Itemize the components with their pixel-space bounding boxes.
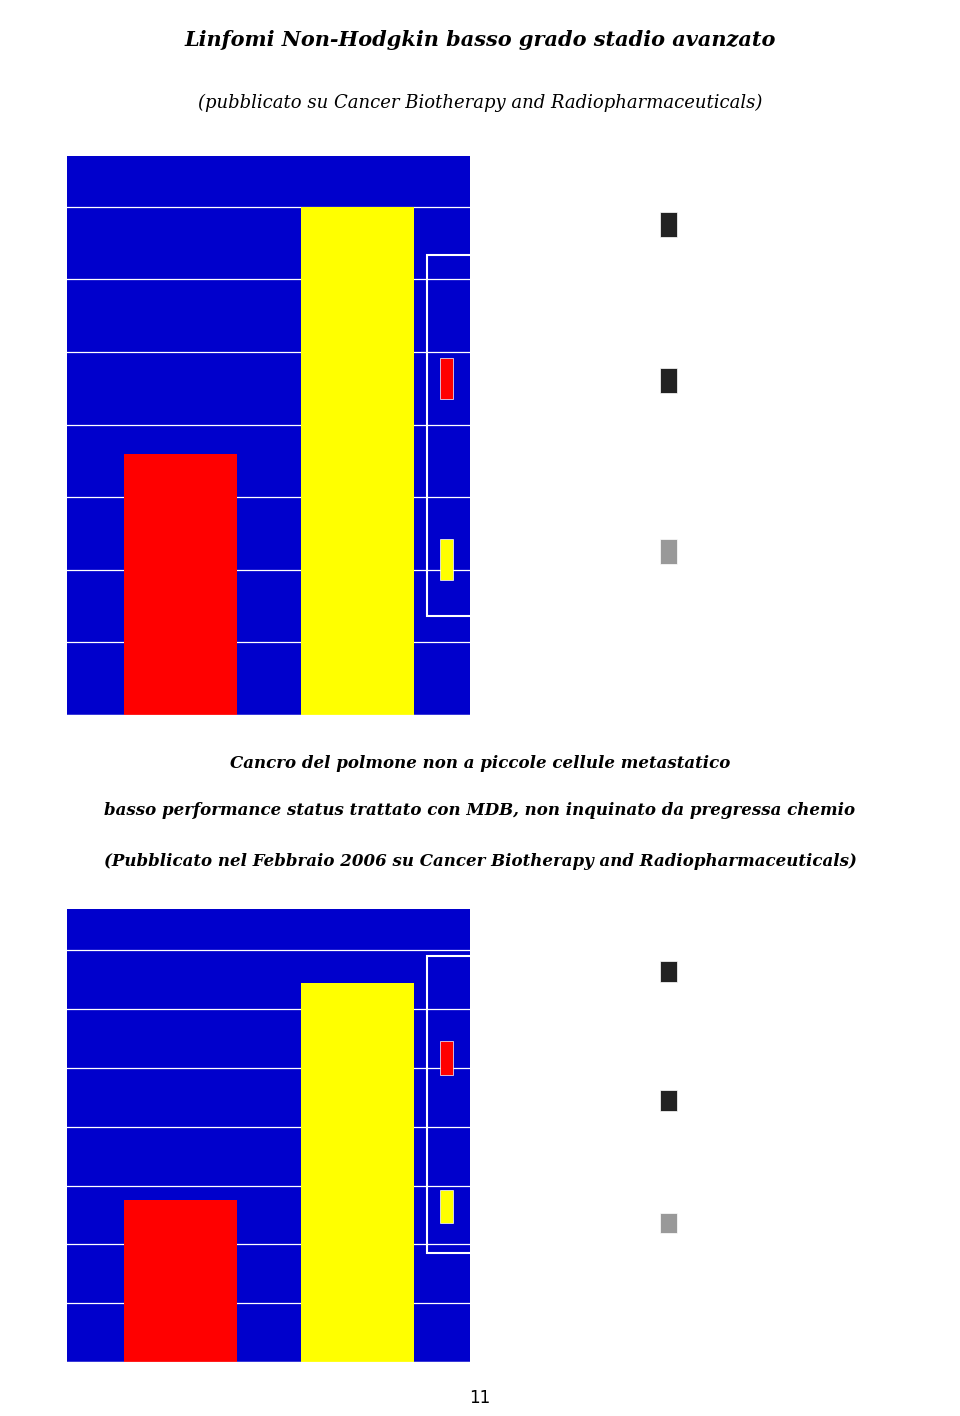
Text: (pubblicato su Cancer Biotherapy and Radiopharmaceuticals): (pubblicato su Cancer Biotherapy and Rad… <box>198 93 762 112</box>
Text: Mediana di riferimento: Mediana di riferimento <box>700 510 852 523</box>
Text: sopravviven
za senza
MDB (mesi): sopravviven za senza MDB (mesi) <box>470 1025 571 1075</box>
Bar <box>301 715 414 721</box>
Text: (Pubblicato nel Febbraio 2006 su Cancer Biotherapy and Radiopharmaceuticals): (Pubblicato nel Febbraio 2006 su Cancer … <box>104 852 856 871</box>
Text: 5,5 mesi: 5,5 mesi <box>829 1214 893 1226</box>
Bar <box>660 539 677 564</box>
Text: sopravviven
za con MDB
(mesi): sopravviven za con MDB (mesi) <box>470 515 571 565</box>
Bar <box>124 715 236 721</box>
Bar <box>124 1201 236 1362</box>
Bar <box>440 1041 453 1075</box>
Text: Pazienti arruolati:: Pazienti arruolati: <box>700 964 821 977</box>
Bar <box>440 1189 453 1223</box>
Text: sopravviven
za con MDB
(mesi): sopravviven za con MDB (mesi) <box>470 1165 571 1215</box>
Bar <box>186 453 206 715</box>
Text: (senza MDB):: (senza MDB): <box>700 542 792 555</box>
Text: 11: 11 <box>469 1389 491 1408</box>
Text: 36%: 36% <box>829 542 861 555</box>
Bar <box>660 211 677 236</box>
Bar <box>301 207 414 715</box>
Bar <box>660 1212 677 1233</box>
Text: 70% (14 pazienti): 70% (14 pazienti) <box>700 404 831 416</box>
Bar <box>364 207 384 715</box>
Bar <box>660 1090 677 1110</box>
Text: Tasso di risposta (completa: Tasso di risposta (completa <box>700 340 880 353</box>
Bar <box>124 453 236 715</box>
Bar <box>660 961 677 981</box>
Bar <box>186 1201 206 1362</box>
Text: (senza MDB):: (senza MDB): <box>700 1214 792 1226</box>
Text: MDB:: MDB: <box>700 1089 738 1102</box>
Text: Cancro del polmone non a piccole cellule metastatico: Cancro del polmone non a piccole cellule… <box>229 755 731 772</box>
Text: sopravviven
za senza
MDB (mesi): sopravviven za senza MDB (mesi) <box>470 344 571 394</box>
Bar <box>301 983 414 1362</box>
Bar <box>364 983 384 1362</box>
Bar <box>440 538 453 581</box>
Text: 28: 28 <box>867 964 886 977</box>
Bar <box>124 1362 236 1364</box>
Text: Linfomi Non-Hodgkin basso grado stadio avanzato: Linfomi Non-Hodgkin basso grado stadio a… <box>184 30 776 50</box>
Text: basso performance status trattato con MDB, non inquinato da pregressa chemio: basso performance status trattato con MD… <box>105 801 855 818</box>
Bar <box>660 368 677 394</box>
Text: Sopravvivenza mediana con: Sopravvivenza mediana con <box>700 1066 888 1079</box>
Text: 12,9 mesi: 12,9 mesi <box>756 1089 829 1102</box>
Text: 20: 20 <box>867 218 886 231</box>
Text: o parziale) con MDB:: o parziale) con MDB: <box>700 367 837 381</box>
Text: Mediana di riferimento: Mediana di riferimento <box>700 1188 852 1201</box>
Text: Pazienti arruolati:: Pazienti arruolati: <box>700 218 821 231</box>
Bar <box>440 358 453 399</box>
Bar <box>301 1362 414 1364</box>
